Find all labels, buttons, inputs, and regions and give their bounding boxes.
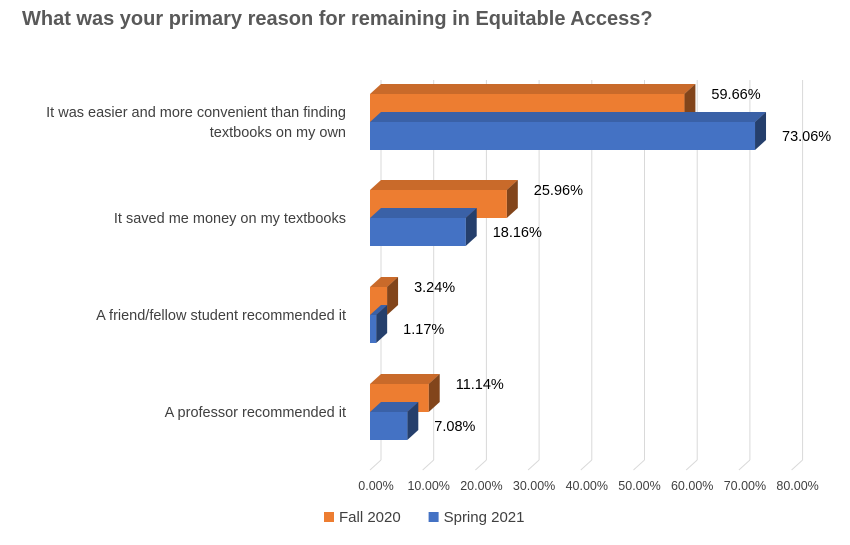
legend-item: Spring 2021	[428, 509, 525, 526]
gridline-floor	[580, 459, 593, 471]
data-label: 18.16%	[493, 225, 542, 241]
bar-front	[370, 218, 466, 246]
chart-title: What was your primary reason for remaini…	[22, 8, 653, 30]
x-tick-label: 80.00%	[776, 479, 818, 493]
bar-side	[407, 402, 419, 440]
x-tick-label: 0.00%	[358, 479, 393, 493]
x-tick-label: 70.00%	[724, 479, 766, 493]
bar-side	[376, 305, 388, 343]
bar-side	[428, 374, 440, 412]
gridline-floor	[791, 459, 803, 471]
data-label: 59.66%	[711, 87, 760, 103]
legend: Fall 2020 Spring 2021	[324, 509, 525, 526]
bar-front	[370, 122, 756, 150]
legend-swatch	[428, 512, 439, 522]
legend-label: Spring 2021	[444, 509, 525, 526]
bar-top	[370, 112, 767, 122]
data-label: 7.08%	[434, 419, 475, 435]
gridline-floor	[633, 459, 645, 471]
legend-label: Fall 2020	[339, 509, 401, 526]
data-label: 1.17%	[403, 322, 444, 338]
bar-side	[506, 180, 518, 218]
bar-top	[370, 180, 518, 190]
bars	[370, 84, 767, 440]
x-tick-label: 40.00%	[566, 479, 608, 493]
bar	[370, 305, 388, 343]
data-labels: 59.66% 73.06% 25.96% 18.16% 3.24% 1.17% 11.14%…	[403, 87, 831, 435]
x-tick-label: 50.00%	[618, 479, 660, 493]
x-tick-label: 60.00%	[671, 479, 713, 493]
category-label: It saved me money on my textbooks	[114, 211, 346, 227]
bar-top	[370, 277, 399, 287]
bar-side	[755, 112, 767, 150]
category-label: A professor recommended it	[165, 405, 346, 421]
category-label: It was easier and more convenient than f…	[46, 105, 346, 121]
bar-top	[370, 305, 388, 315]
legend-item: Fall 2020	[324, 509, 401, 526]
x-tick-label: 20.00%	[460, 479, 502, 493]
category-label: A friend/fellow student recommended it	[96, 308, 346, 324]
x-tick-label: 30.00%	[513, 479, 555, 493]
gridline-floor	[685, 459, 698, 471]
gridline-floor	[738, 459, 751, 471]
gridline-floor	[422, 459, 435, 471]
category-label: textbooks on my own	[210, 125, 346, 141]
gridline-floor	[527, 459, 540, 471]
x-axis-ticks: 0.00% 10.00% 20.00% 30.00% 40.00% 50.00% 60.00…	[358, 479, 819, 493]
bar-top	[370, 208, 477, 218]
bar-side	[387, 277, 399, 315]
gridline-floor	[475, 459, 487, 471]
legend-swatch	[324, 512, 334, 522]
data-label: 73.06%	[782, 129, 831, 145]
bar-side	[465, 208, 477, 246]
gridline-floor	[369, 459, 382, 471]
data-label: 3.24%	[414, 280, 455, 296]
data-label: 25.96%	[534, 183, 583, 199]
bar	[370, 112, 767, 150]
bar	[370, 208, 477, 246]
x-tick-label: 10.00%	[407, 479, 449, 493]
bar	[370, 402, 419, 440]
bar-top	[370, 402, 419, 412]
category-labels: It was easier and more convenient than f…	[46, 105, 346, 421]
bar-front	[370, 412, 408, 440]
bar-top	[370, 374, 440, 384]
data-label: 11.14%	[456, 377, 504, 393]
bar-front	[370, 315, 377, 343]
bar-top	[370, 84, 696, 94]
